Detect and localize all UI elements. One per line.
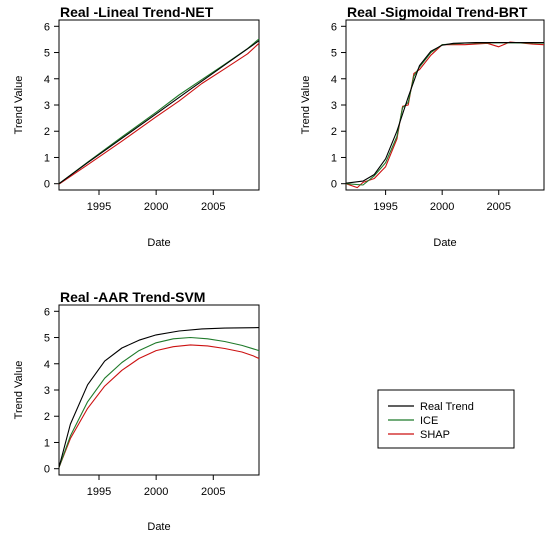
x-tick-label: 1995 (373, 201, 397, 213)
y-tick-label: 0 (44, 464, 50, 476)
legend-label-real-trend: Real Trend (420, 401, 474, 413)
panel-title: Real -AAR Trend-SVM (60, 289, 205, 305)
x-axis-label: Date (433, 237, 456, 249)
panel-title: Real -Lineal Trend-NET (60, 4, 214, 20)
x-tick-label: 2000 (144, 486, 168, 498)
y-tick-label: 1 (44, 152, 50, 164)
y-tick-label: 0 (331, 179, 337, 191)
y-tick-label: 1 (44, 437, 50, 449)
x-tick-label: 1995 (87, 486, 111, 498)
series-line-real-trend (345, 42, 544, 184)
y-tick-label: 4 (331, 74, 337, 86)
x-tick-label: 2005 (201, 201, 225, 213)
x-tick-label: 2005 (201, 486, 225, 498)
chart-panel-3: Real -AAR Trend-SVM 0 1 2 3 4 5 6 1995 2000 2005 Da… (13, 289, 260, 533)
plot-frame (58, 304, 260, 476)
y-tick-label: 3 (44, 385, 50, 397)
series-line-ice (58, 336, 260, 468)
y-tick-label: 6 (44, 21, 50, 33)
legend-label-shap: SHAP (420, 429, 450, 441)
y-tick-label: 2 (331, 126, 337, 138)
y-tick-label: 1 (331, 152, 337, 164)
y-tick-label: 0 (44, 179, 50, 191)
x-tick-label: 1995 (87, 201, 111, 213)
plot-frame (345, 19, 545, 191)
chart-panel-2: Real -Sigmoidal Trend-BRT 0 1 2 3 4 5 6 1995 2000… (300, 4, 545, 249)
legend-box (377, 389, 515, 449)
y-tick-label: 2 (44, 411, 50, 423)
series-line-shap (58, 42, 260, 185)
y-tick-label: 5 (44, 48, 50, 60)
series-line-shap (345, 41, 545, 189)
x-axis-label: Date (147, 521, 170, 533)
y-tick-label: 6 (331, 21, 337, 33)
y-tick-label: 5 (331, 48, 337, 60)
legend-label-ice: ICE (420, 415, 438, 427)
y-axis-label: Trend Value (13, 361, 25, 420)
series-line-ice (345, 42, 545, 186)
series-line-real-trend (58, 40, 260, 185)
series-line-shap (58, 344, 260, 468)
x-axis-label: Date (147, 237, 170, 249)
y-tick-label: 5 (44, 333, 50, 345)
y-tick-label: 2 (44, 126, 50, 138)
legend: Real Trend ICE SHAP (377, 389, 515, 449)
y-axis-label: Trend Value (13, 76, 25, 135)
y-tick-label: 3 (44, 100, 50, 112)
y-tick-label: 6 (44, 306, 50, 318)
panel-title: Real -Sigmoidal Trend-BRT (347, 4, 528, 20)
y-tick-label: 3 (331, 100, 337, 112)
y-tick-label: 4 (44, 359, 50, 371)
y-axis-label: Trend Value (300, 76, 312, 135)
chart-panel-1: Real -Lineal Trend-NET 0 1 2 3 4 5 6 1995 2000 200… (13, 4, 260, 249)
x-tick-label: 2000 (144, 201, 168, 213)
x-tick-label: 2000 (430, 201, 454, 213)
y-tick-label: 4 (44, 74, 50, 86)
x-tick-label: 2005 (487, 201, 511, 213)
series-line-real-trend (58, 327, 260, 468)
